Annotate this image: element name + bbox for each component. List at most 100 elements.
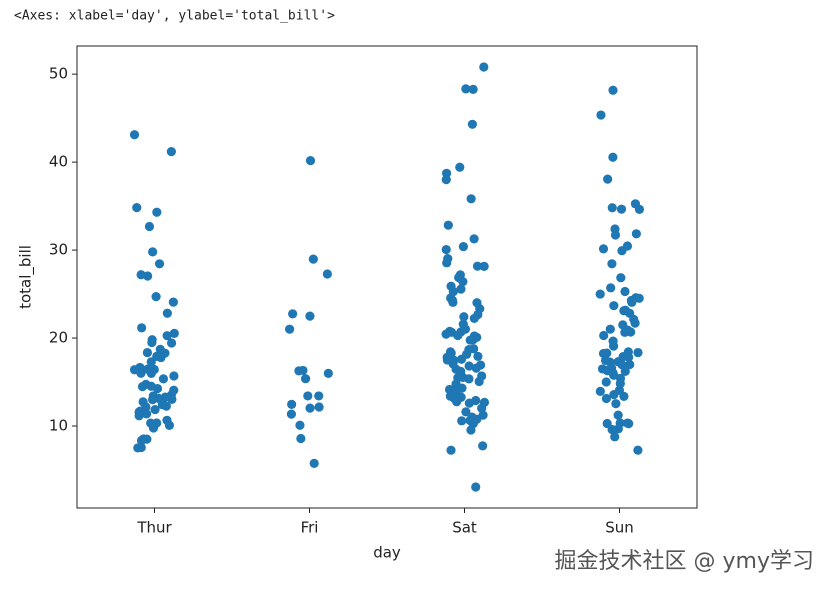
x-tick-label: Sun — [605, 519, 634, 537]
point — [169, 371, 179, 381]
point — [286, 409, 297, 419]
point — [443, 220, 453, 230]
point — [166, 338, 177, 348]
point — [631, 229, 641, 239]
point — [598, 244, 609, 254]
point — [152, 207, 162, 217]
point — [309, 458, 319, 469]
point — [466, 425, 476, 435]
point — [134, 411, 144, 421]
point — [152, 383, 163, 394]
point — [617, 246, 627, 256]
point — [610, 230, 621, 240]
point — [465, 335, 475, 345]
point — [323, 368, 333, 379]
point — [148, 247, 158, 257]
point — [479, 62, 489, 72]
point — [615, 378, 625, 389]
point — [461, 407, 471, 417]
point — [305, 311, 315, 321]
point — [633, 347, 643, 358]
point — [150, 404, 160, 415]
point — [287, 399, 297, 409]
point — [305, 156, 316, 166]
point — [601, 377, 611, 387]
point — [142, 347, 153, 358]
point — [469, 313, 479, 324]
point — [613, 410, 623, 420]
point — [457, 416, 467, 426]
point — [611, 399, 621, 409]
point — [630, 318, 640, 328]
axes-repr: <Axes: xlabel='day', ylabel='total_bill'… — [14, 9, 335, 24]
point — [469, 234, 479, 244]
point — [464, 361, 474, 371]
y-tick-label: 30 — [49, 241, 68, 259]
point — [458, 277, 468, 287]
point — [633, 445, 643, 455]
point — [466, 194, 476, 204]
point — [608, 152, 618, 162]
point — [619, 391, 629, 401]
watermark: 掘金技术社区 @ ymy学习 — [555, 549, 814, 574]
point — [137, 382, 148, 392]
point — [473, 351, 483, 361]
point — [441, 329, 451, 339]
point — [479, 261, 489, 271]
point — [156, 352, 166, 363]
point — [627, 297, 637, 307]
x-axis-label: day — [373, 544, 401, 562]
point — [162, 308, 172, 318]
point — [610, 432, 620, 442]
point — [625, 359, 635, 370]
point — [154, 259, 165, 269]
point — [616, 273, 626, 283]
point — [294, 366, 304, 376]
point — [609, 390, 619, 400]
point — [129, 130, 140, 140]
point — [601, 393, 611, 404]
point — [471, 363, 481, 373]
point — [474, 376, 484, 387]
point — [455, 162, 465, 172]
point — [624, 352, 634, 362]
point — [616, 204, 627, 214]
point — [300, 374, 311, 384]
point — [620, 366, 630, 376]
point — [148, 423, 159, 433]
point — [595, 386, 605, 396]
point — [609, 301, 619, 311]
point — [464, 374, 474, 384]
point — [148, 395, 158, 405]
point — [471, 482, 481, 492]
point — [477, 403, 487, 413]
point — [161, 401, 171, 411]
point — [136, 368, 146, 378]
point — [607, 424, 617, 435]
point — [166, 147, 176, 157]
x-tick-label: Fri — [301, 519, 319, 537]
point — [596, 110, 606, 120]
point — [448, 297, 458, 307]
point — [456, 354, 467, 364]
point — [452, 397, 462, 407]
point — [472, 261, 483, 271]
point — [607, 259, 617, 269]
y-tick-label: 50 — [49, 65, 68, 83]
point — [459, 312, 469, 322]
y-tick-label: 40 — [49, 153, 68, 171]
point — [288, 309, 298, 319]
point — [608, 85, 618, 95]
point — [314, 391, 324, 401]
point — [143, 271, 153, 281]
point — [164, 420, 175, 430]
point — [322, 269, 332, 279]
point — [467, 119, 477, 129]
point — [608, 341, 619, 351]
point — [634, 293, 644, 303]
y-tick-label: 10 — [49, 417, 68, 435]
y-tick-label: 20 — [49, 329, 68, 347]
y-axis-label: total_bill — [17, 245, 36, 309]
point — [458, 241, 468, 252]
